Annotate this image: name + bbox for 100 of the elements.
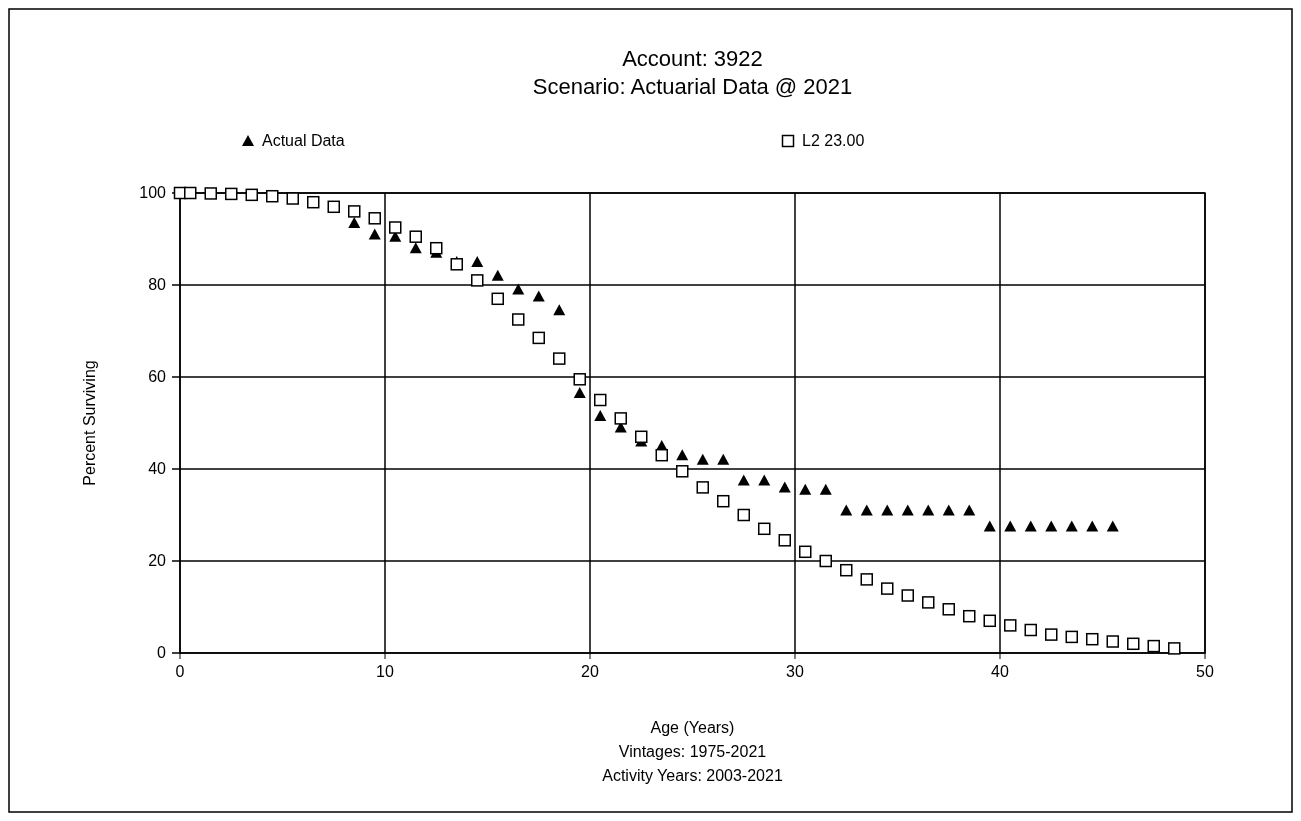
- y-tick-label: 40: [148, 460, 167, 477]
- point: [594, 393, 607, 407]
- x-tick-label: 40: [991, 663, 1009, 680]
- point: [512, 313, 525, 326]
- point: [942, 603, 955, 616]
- point: [799, 483, 812, 495]
- x-tick-label: 30: [786, 663, 804, 680]
- point: [368, 228, 381, 240]
- point: [717, 453, 730, 465]
- point: [676, 449, 689, 461]
- point: [635, 430, 648, 444]
- point: [532, 290, 545, 302]
- point: [758, 474, 771, 486]
- point: [696, 481, 709, 494]
- point: [983, 614, 996, 628]
- point: [368, 212, 381, 225]
- point: [778, 481, 791, 493]
- point: [819, 483, 832, 495]
- point: [922, 596, 935, 609]
- point: [594, 410, 607, 422]
- point: [1065, 630, 1078, 644]
- point: [758, 522, 771, 536]
- point: [1004, 619, 1017, 632]
- point: [471, 256, 484, 267]
- point: [1065, 520, 1078, 532]
- point: [778, 534, 791, 547]
- point: [922, 504, 935, 516]
- point: [327, 200, 340, 214]
- point: [1106, 520, 1119, 532]
- chart-title: Account: 3922: [622, 46, 763, 71]
- point: [553, 352, 566, 365]
- point: [860, 573, 873, 586]
- legend-label: L2 23.00: [802, 132, 865, 149]
- point: [491, 292, 504, 306]
- point: [348, 216, 361, 228]
- point: [614, 412, 627, 425]
- point: [491, 269, 504, 281]
- point: [1045, 628, 1058, 641]
- point: [204, 187, 217, 200]
- point: [1045, 520, 1058, 532]
- point: [430, 241, 443, 255]
- point: [573, 373, 586, 386]
- point: [1168, 642, 1181, 655]
- point: [1086, 632, 1099, 646]
- point: [389, 221, 402, 234]
- point: [532, 331, 545, 345]
- x-tick-label: 10: [376, 663, 394, 680]
- point: [799, 545, 812, 559]
- point: [450, 258, 463, 271]
- point: [225, 187, 238, 201]
- point: [1086, 520, 1099, 532]
- point: [881, 504, 894, 516]
- point: [963, 609, 976, 623]
- point: [819, 554, 832, 568]
- point: [409, 242, 422, 254]
- point: [184, 186, 197, 200]
- point: [676, 465, 689, 478]
- point: [901, 589, 914, 602]
- point: [963, 504, 976, 516]
- y-axis-title: Percent Surviving: [81, 360, 98, 486]
- point: [1004, 520, 1017, 532]
- point: [983, 520, 996, 532]
- point: [512, 283, 525, 295]
- x-tick-label: 20: [581, 663, 599, 680]
- point: [860, 504, 873, 516]
- y-tick-label: 60: [148, 368, 167, 385]
- point: [471, 274, 484, 287]
- point: [696, 453, 709, 465]
- text: Activity Years: 2003-2021: [602, 767, 783, 784]
- point: [1147, 639, 1160, 653]
- point: [307, 195, 320, 209]
- point: [1127, 637, 1140, 651]
- y-tick-label: 20: [148, 552, 167, 569]
- point: [717, 494, 730, 508]
- point: [245, 188, 258, 202]
- x-axis-title: Age (Years): [650, 719, 735, 736]
- y-tick-label: 100: [139, 184, 167, 201]
- point: [409, 230, 422, 243]
- y-tick-label: 80: [148, 276, 167, 293]
- point: [1024, 623, 1037, 637]
- point: [737, 474, 750, 486]
- chart-subtitle: Scenario: Actuarial Data @ 2021: [532, 74, 853, 99]
- point: [655, 448, 668, 462]
- point: [840, 504, 853, 516]
- x-tick-label: 0: [175, 663, 185, 680]
- x-tick-label: 50: [1196, 663, 1214, 680]
- text: Vintages: 1975-2021: [618, 743, 767, 760]
- point: [348, 205, 361, 218]
- point: [881, 582, 894, 595]
- point: [840, 563, 853, 577]
- y-tick-label: 0: [157, 644, 167, 661]
- point: [1106, 635, 1119, 648]
- legend-label: Actual Data: [262, 132, 345, 149]
- point: [553, 304, 566, 316]
- point: [901, 504, 914, 516]
- point: [286, 192, 299, 205]
- point: [737, 508, 750, 522]
- point: [1024, 520, 1037, 532]
- point: [942, 504, 955, 516]
- point: [573, 387, 586, 399]
